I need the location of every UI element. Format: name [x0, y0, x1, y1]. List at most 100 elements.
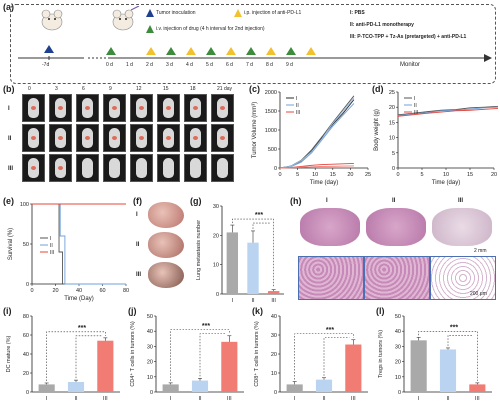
tumor-signal — [58, 106, 63, 110]
series-line — [32, 203, 126, 285]
timeline-axis — [18, 45, 492, 62]
lung-photo — [148, 232, 184, 258]
x-tick-label: 10 — [312, 172, 318, 178]
mouse-image — [22, 154, 45, 182]
significance-bracket — [252, 222, 270, 229]
mouse-body — [190, 158, 201, 178]
significance-bracket — [232, 218, 274, 288]
mouse-image — [22, 124, 45, 152]
imaging-row-label: I — [8, 106, 10, 112]
y-tick-label: 30 — [271, 333, 277, 339]
mouse-image — [211, 124, 234, 152]
timeline-day: 2 d — [146, 62, 153, 68]
y-tick-label: 10 — [213, 263, 219, 269]
mouse-image — [184, 94, 207, 122]
x-tick-label: 20 — [491, 172, 497, 178]
tumor-signal — [193, 136, 198, 140]
x-tick-label: 20 — [52, 288, 58, 294]
significance-bracket — [447, 334, 474, 346]
category-label: II — [446, 396, 450, 402]
tumor-signal — [58, 136, 63, 140]
y-tick-label: 50 — [395, 314, 401, 320]
y-tick-label: 0 — [216, 292, 219, 298]
timeline-day: 7 d — [246, 62, 253, 68]
mouse-image — [157, 154, 180, 182]
legend-label: I — [50, 236, 51, 242]
y-tick-label: 10 — [389, 136, 395, 142]
category-label: II — [322, 396, 326, 402]
iv-injection-label: i.v. injection of drug (4 h interval for… — [156, 26, 265, 32]
timeline-day: 9 d — [286, 62, 293, 68]
tumor-volume-chart: 0 5 10 15 20 25 0 500 1000 1500 2000 Time (day) Tumo… — [252, 90, 371, 186]
mouse-body — [217, 158, 228, 178]
y-axis-label: Tumor Volume (mm³) — [252, 102, 258, 158]
panel-label-e: (e) — [3, 196, 14, 206]
y-tick-label: 80 — [23, 314, 29, 320]
y-tick-label: 30 — [395, 344, 401, 350]
x-axis-label: Time (day) — [310, 180, 338, 186]
imaging-day-label: 9 — [109, 86, 112, 92]
significance-bracket — [199, 333, 226, 377]
tumor-signal — [220, 106, 225, 110]
legend-label: III — [50, 250, 54, 256]
legend-label: II — [50, 243, 53, 249]
panel-label-l: (l) — [376, 306, 385, 316]
y-tick-label: 40 — [147, 329, 153, 335]
y-tick-label: 40 — [23, 352, 29, 358]
panel-label-j: (j) — [128, 306, 137, 316]
histology-group-label: I — [326, 198, 328, 204]
tumor-signal — [166, 106, 171, 110]
category-label: I — [170, 396, 172, 402]
mouse-illustration — [112, 6, 140, 31]
panel-label-i: (i) — [3, 306, 12, 316]
category-label: III — [475, 396, 480, 402]
tumor-signal — [31, 166, 36, 170]
x-axis-label: Time (Day) — [64, 296, 93, 302]
category-label: I — [294, 396, 296, 402]
y-tick-label: 0 — [26, 282, 29, 288]
mouse-image — [76, 154, 99, 182]
series-line — [279, 165, 354, 169]
lung-row-label: II — [136, 242, 140, 248]
histology-high-mag — [364, 256, 430, 300]
histology-low-mag — [432, 208, 492, 246]
bar — [247, 242, 259, 294]
imaging-day-label: 12 — [136, 86, 142, 92]
ip-injection-label: i.p. injection of anti-PD-L1 — [244, 10, 302, 16]
series-line — [397, 108, 498, 117]
lung-row-label: III — [136, 272, 142, 278]
significance-label: *** — [202, 323, 210, 330]
series-line — [279, 95, 355, 169]
panel-label-c: (c) — [249, 84, 260, 94]
significance-bracket — [294, 333, 354, 380]
significance-label: *** — [326, 327, 334, 334]
significance-label: *** — [255, 212, 263, 219]
y-tick-label: 1500 — [265, 109, 277, 115]
imaging-day-label: 18 — [190, 86, 196, 92]
mouse-body — [136, 158, 147, 178]
bar — [38, 384, 55, 392]
y-tick-label: 500 — [268, 147, 277, 153]
y-tick-label: 20 — [147, 360, 153, 366]
x-tick-label: 0 — [30, 288, 33, 294]
tumor-signal — [112, 106, 117, 110]
x-tick-label: 20 — [347, 172, 353, 178]
mouse-image — [211, 94, 234, 122]
series-line — [397, 105, 498, 116]
imaging-day-label: 0 — [28, 86, 31, 92]
y-tick-label: 1000 — [265, 128, 277, 134]
x-tick-label: 60 — [99, 288, 105, 294]
mouse-image — [130, 154, 153, 182]
lung-photo — [148, 202, 184, 228]
histology-low-mag — [366, 208, 426, 246]
imaging-day-label: 6 — [82, 86, 85, 92]
mouse-image — [184, 124, 207, 152]
scale-bar-label: 200 μm — [470, 291, 487, 297]
series-line — [279, 97, 355, 169]
group-III-label: III: P-TCO-TPP + Tz-As (pretargeted) + a… — [350, 34, 467, 40]
legend-label: III — [414, 110, 418, 116]
series-line — [397, 106, 498, 117]
legend-label: II — [296, 103, 299, 109]
bar — [221, 341, 238, 392]
